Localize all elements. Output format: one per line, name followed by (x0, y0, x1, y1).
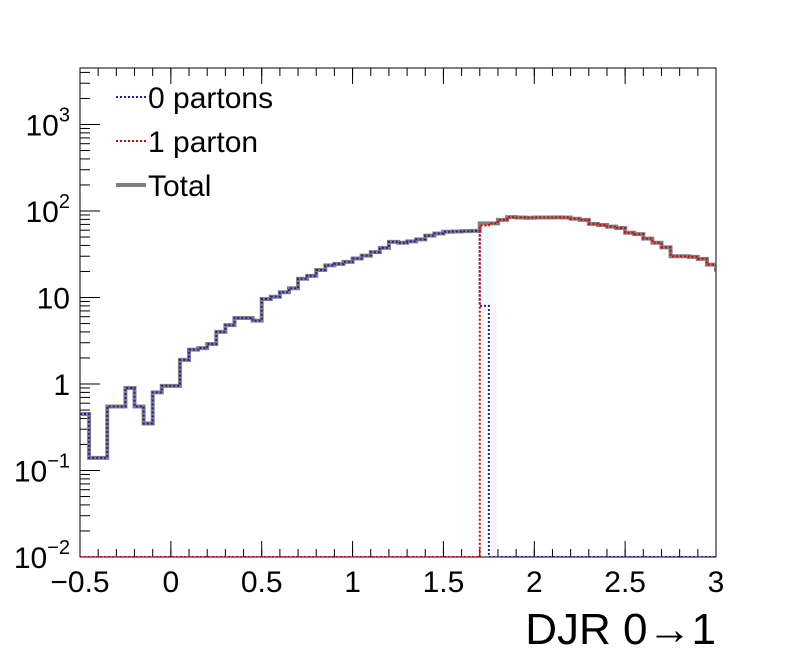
histogram-series (80, 215, 716, 557)
legend-label-0: 0 partons (148, 82, 273, 115)
x-tick-label-0: −0.5 (50, 566, 109, 599)
axis-ticks (79, 68, 717, 558)
legend: 0 partons 1 parton Total (116, 82, 273, 203)
y-tick-label-0: 10−2 (14, 537, 70, 575)
legend-label-1: 1 parton (148, 126, 258, 159)
y-tick-label-4: 102 (26, 191, 71, 229)
series-1-parton (80, 216, 716, 557)
series-0-partons (80, 229, 716, 557)
x-tick-label-7: 3 (708, 566, 725, 599)
x-tick-label-6: 2.5 (604, 566, 646, 599)
series-total (80, 215, 716, 460)
y-tick-label-1: 10−1 (14, 451, 70, 489)
axis-tick-labels: −0.5 0 0.5 1 1.5 2 2.5 3 10−2 10−1 1 10 102 103 (14, 105, 725, 599)
y-tick-label-2: 1 (53, 369, 70, 402)
x-tick-label-5: 2 (526, 566, 543, 599)
x-axis-label: DJR 0→1 (525, 605, 716, 654)
x-tick-label-1: 0 (163, 566, 180, 599)
y-tick-label-5: 103 (26, 105, 71, 143)
x-tick-label-4: 1.5 (423, 566, 465, 599)
x-tick-label-2: 0.5 (241, 566, 283, 599)
y-tick-label-3: 10 (37, 283, 70, 316)
legend-label-2: Total (148, 170, 211, 203)
x-tick-label-3: 1 (344, 566, 361, 599)
